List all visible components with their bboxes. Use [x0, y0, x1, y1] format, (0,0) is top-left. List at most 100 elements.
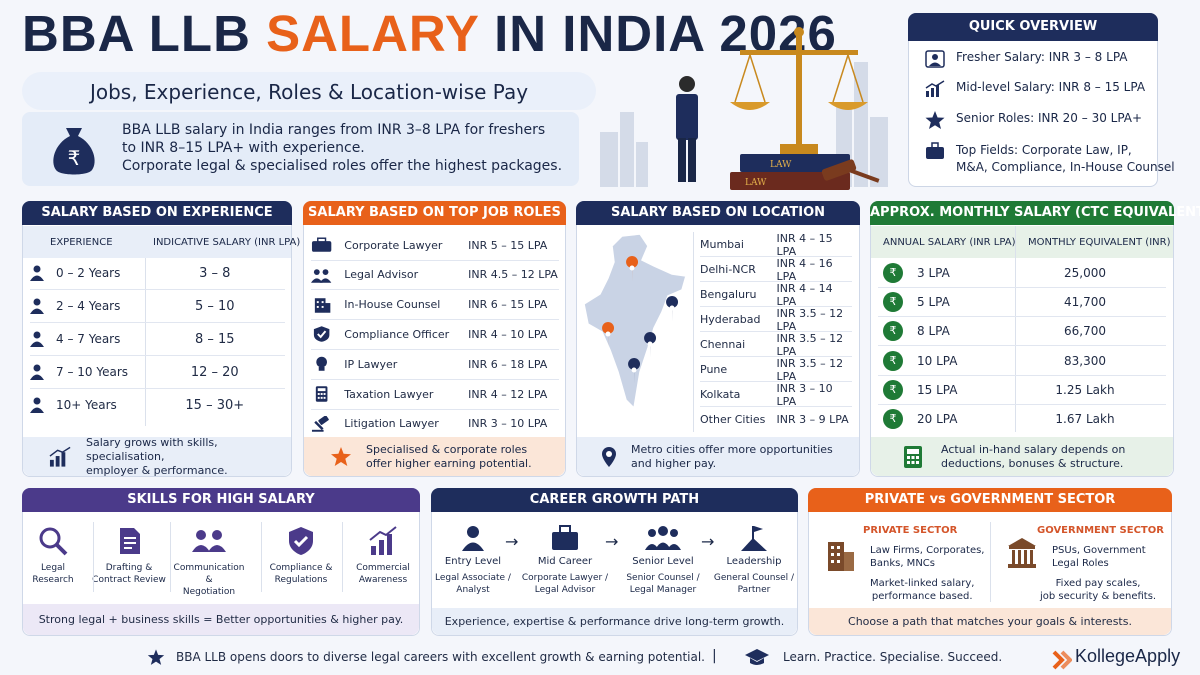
- map-pin-icon: [626, 256, 639, 282]
- row-divider: [878, 374, 1166, 376]
- career-panel-title: CAREER GROWTH PATH: [431, 488, 798, 512]
- person-icon: [30, 331, 44, 347]
- person-icon: [462, 526, 484, 551]
- intro-text: BBA LLB salary in India ranges from INR …: [122, 122, 563, 174]
- city-name: Other Cities: [700, 413, 766, 426]
- roles-panel: [303, 201, 566, 477]
- money-bag-icon: ₹: [53, 128, 95, 175]
- monthly-footer: Actual in-hand salary depends on deductio…: [871, 437, 1173, 476]
- row-divider: [30, 388, 285, 389]
- rupee-icon: ₹: [883, 350, 903, 371]
- row-divider: [311, 319, 559, 321]
- column-divider: [342, 522, 343, 592]
- shield-check-icon: [289, 527, 313, 555]
- quick-overview-title: QUICK OVERVIEW: [908, 13, 1158, 41]
- person-icon: [30, 265, 44, 281]
- people-icon: [645, 526, 681, 550]
- list-item: Taxation Lawyer INR 4 – 12 LPA: [311, 381, 561, 407]
- role-salary: INR 4.5 – 12 LPA: [468, 268, 558, 282]
- row-divider: [700, 306, 852, 307]
- role-salary: INR 6 – 18 LPA: [468, 357, 548, 371]
- list-item: Hyderabad INR 3.5 – 12 LPA: [700, 307, 855, 333]
- list-item: Mumbai INR 4 – 15 LPA: [700, 232, 855, 258]
- skill-item: Legal Research: [16, 526, 90, 586]
- experience-range: 4 – 7 Years: [56, 332, 121, 346]
- annual-salary: 10 LPA: [917, 353, 958, 368]
- graduation-cap-icon: [745, 649, 769, 665]
- briefcase-icon: [926, 142, 944, 159]
- salary-range: 8 – 15: [194, 331, 235, 347]
- magnifier-icon: [39, 527, 68, 556]
- arrow-right-icon: →: [605, 532, 619, 551]
- city-name: Delhi-NCR: [700, 263, 756, 276]
- quick-overview-item: Fresher Salary: INR 3 – 8 LPA: [924, 50, 1128, 68]
- office-building-icon: [828, 542, 854, 571]
- role-name: Compliance Officer: [344, 327, 450, 341]
- table-row: ₹10 LPA 83,300: [883, 346, 1163, 376]
- list-item: Legal Advisor INR 4.5 – 12 LPA: [311, 262, 561, 288]
- table-row: ₹8 LPA 66,700: [883, 316, 1163, 346]
- row-divider: [878, 403, 1166, 405]
- list-item: Litigation Lawyer INR 3 – 10 LPA: [311, 411, 561, 437]
- experience-range: 2 – 4 Years: [56, 299, 121, 313]
- skill-item: Compliance & Regulations: [264, 526, 338, 586]
- skills-panel-title: SKILLS FOR HIGH SALARY: [22, 488, 420, 512]
- gavel-icon: [311, 415, 329, 432]
- skill-item: Communication & Negotiation: [172, 526, 246, 598]
- career-step: Senior Level Senior Counsel / Legal Manage…: [617, 524, 709, 596]
- roles-panel-title: SALARY BASED ON TOP JOB ROLES: [303, 201, 566, 225]
- person-icon: [925, 50, 945, 68]
- flag-summit-icon: [741, 526, 767, 551]
- role-name: Taxation Lawyer: [344, 387, 434, 401]
- monthly-col-head: MONTHLY EQUIVALENT (INR): [1028, 237, 1171, 248]
- government-sector-note: Fixed pay scales, job security & benefits…: [1040, 578, 1157, 602]
- footer-motto: Learn. Practice. Specialise. Succeed.: [783, 650, 1003, 664]
- sector-panel-title: PRIVATE vs GOVERNMENT SECTOR: [808, 488, 1172, 512]
- person-icon: [30, 364, 44, 380]
- location-panel-title: SALARY BASED ON LOCATION: [576, 201, 860, 225]
- table-row: 10+ Years 15 – 30+: [30, 391, 285, 419]
- roles-footer: Specialised & corporate roles offer highe…: [304, 437, 565, 476]
- arrow-right-icon: →: [701, 532, 715, 551]
- list-item: IP Lawyer INR 6 – 18 LPA: [311, 351, 561, 377]
- salary-range: 12 – 20: [190, 364, 239, 380]
- quick-overview-item: Senior Roles: INR 20 – 30 LPA+: [924, 111, 1142, 129]
- brand-logo-icon: [1052, 650, 1072, 670]
- private-sector-heading: PRIVATE SECTOR: [863, 525, 958, 536]
- column-divider: [93, 522, 94, 592]
- growth-chart-icon: [49, 446, 71, 467]
- private-sector-text: Law Firms, Corporates, Banks, MNCs: [870, 545, 985, 569]
- svg-text:LAW: LAW: [770, 160, 792, 170]
- table-row: ₹3 LPA 25,000: [883, 258, 1163, 288]
- career-step: Mid Career Corporate Lawyer / Legal Adviso…: [519, 524, 611, 596]
- city-salary: INR 4 – 16 LPA: [776, 256, 833, 283]
- list-item: Corporate Lawyer INR 5 – 15 LPA: [311, 232, 561, 258]
- growth-chart-icon: [925, 80, 945, 97]
- row-divider: [878, 287, 1166, 288]
- footer-divider: |: [712, 648, 717, 664]
- calculator-icon: [315, 386, 328, 402]
- experience-range: 10+ Years: [56, 398, 117, 412]
- city-salary: INR 3 – 10 LPA: [776, 381, 833, 408]
- city-salary: INR 3.5 – 12 LPA: [776, 331, 844, 358]
- row-divider: [700, 331, 852, 332]
- quick-overview-panel: [908, 13, 1158, 187]
- experience-panel-title: SALARY BASED ON EXPERIENCE: [22, 201, 292, 225]
- city-name: Chennai: [700, 338, 746, 351]
- experience-col-head-band: [23, 226, 291, 258]
- monthly-salary: 1.67 Lakh: [1055, 412, 1115, 426]
- monthly-salary: 83,300: [1064, 353, 1106, 368]
- annual-salary: 5 LPA: [917, 295, 950, 310]
- monthly-panel-title: APPROX. MONTHLY SALARY (CTC EQUIVALENT): [870, 201, 1200, 225]
- list-item: Compliance Officer INR 4 – 10 LPA: [311, 321, 561, 347]
- table-row: 2 – 4 Years 5 – 10: [30, 292, 285, 320]
- role-salary: INR 5 – 15 LPA: [468, 238, 548, 252]
- location-pin-icon: [602, 446, 616, 467]
- list-item: Bengaluru INR 4 – 14 LPA: [700, 282, 855, 308]
- column-divider: [145, 258, 146, 426]
- svg-text:₹: ₹: [68, 146, 81, 170]
- page-footer: BBA LLB opens doors to diverse legal car…: [0, 644, 1200, 675]
- salary-range: 15 – 30+: [185, 397, 245, 413]
- column-divider: [1015, 226, 1016, 432]
- shield-icon: [313, 326, 330, 343]
